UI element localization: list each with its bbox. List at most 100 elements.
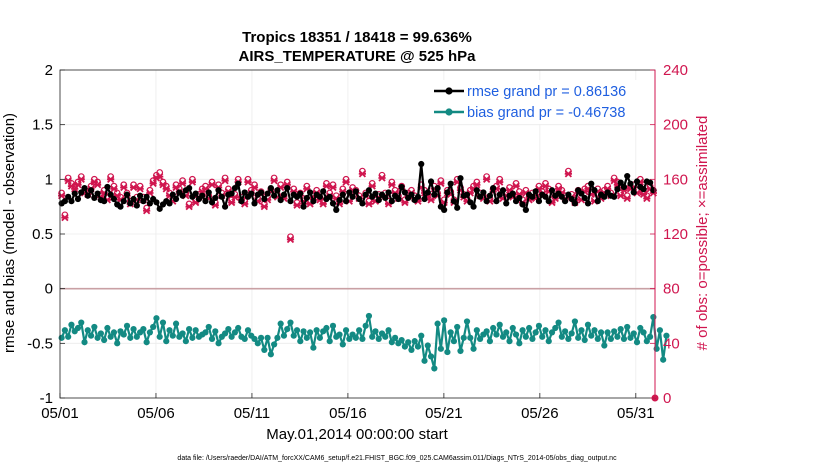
bias-point [604, 329, 611, 336]
bias-point [179, 330, 186, 337]
obs-assimilated-marker [250, 183, 259, 192]
rmse-point [450, 198, 458, 205]
rmse-point [235, 180, 242, 187]
bias-point [450, 338, 458, 345]
bias-point [146, 329, 154, 336]
bias-point [110, 329, 118, 336]
bias-point [405, 339, 412, 346]
rmse-point [264, 190, 271, 197]
obs-assimilated-marker [149, 179, 157, 188]
bias-point [202, 329, 209, 336]
x-tick-label: 05/11 [234, 405, 270, 422]
bias-point [663, 332, 670, 339]
rmse-point [398, 183, 405, 191]
obs-assimilated-marker [260, 203, 268, 211]
rmse-point [333, 206, 340, 214]
rmse-point [320, 188, 327, 195]
rmse-point [127, 200, 134, 207]
rmse-point [418, 160, 425, 168]
rmse-point [630, 189, 637, 196]
left-tick-label: 1 [45, 171, 53, 188]
obs-assimilated-marker [286, 235, 295, 244]
rmse-point [215, 187, 222, 194]
rmse-point [231, 184, 239, 192]
bias-point [228, 333, 235, 340]
bias-point [607, 335, 614, 343]
bias-point [336, 331, 343, 338]
bias-point [516, 340, 523, 347]
rmse-point [120, 198, 127, 205]
bias-point [58, 334, 65, 341]
obs-assimilated-marker [178, 179, 187, 188]
bias-point [408, 346, 415, 353]
rmse-point [362, 191, 369, 198]
rmse-point [493, 198, 500, 205]
rmse-point [356, 195, 363, 203]
bias-point [97, 330, 104, 337]
obs-assimilated-marker [623, 194, 631, 203]
bias-point [352, 334, 359, 341]
rmse-point [274, 187, 281, 194]
bias-point [568, 330, 575, 337]
rmse-point [156, 205, 163, 212]
bias-point [163, 338, 170, 345]
rmse-point [565, 191, 572, 198]
bias-point [254, 340, 261, 347]
rmse-point [339, 191, 346, 198]
bias-point [91, 323, 98, 331]
bias-point [235, 324, 242, 332]
obs-assimilated-marker [61, 213, 69, 222]
obs-assimilated-marker [77, 175, 85, 183]
bias-point [101, 336, 108, 344]
rmse-point [192, 190, 199, 197]
rmse-point [136, 192, 144, 199]
rmse-point [401, 189, 409, 196]
rmse-point [110, 195, 118, 203]
rmse-point [473, 187, 480, 194]
rmse-point [342, 198, 350, 205]
bias-point [575, 334, 582, 341]
bias-point [388, 339, 395, 346]
rmse-point [300, 203, 307, 210]
rmse-point [280, 191, 288, 198]
bias-point [506, 338, 513, 345]
rmse-point [284, 184, 291, 192]
rmse-point [624, 172, 631, 180]
rmse-point [457, 175, 464, 182]
bias-point [503, 329, 510, 336]
bias-point [251, 335, 258, 343]
bias-point [87, 332, 95, 339]
bias-point [186, 326, 193, 333]
rmse-point [365, 187, 373, 194]
obs-assimilated-marker [564, 170, 573, 178]
rmse-point [490, 184, 497, 192]
left-tick-label: 0.5 [32, 226, 53, 243]
rmse-point [251, 200, 258, 207]
rmse-point [542, 193, 549, 200]
bias-point [356, 327, 363, 334]
bias-point [104, 324, 111, 332]
rmse-point [529, 193, 536, 200]
obs-assimilated-marker [388, 181, 396, 189]
rmse-point [218, 193, 225, 200]
rmse-point [172, 195, 180, 203]
bias-point [212, 328, 219, 335]
rmse-point [646, 179, 654, 186]
rmse-point [388, 198, 395, 205]
left-tick-label: -0.5 [27, 335, 53, 352]
bias-point [427, 353, 435, 360]
bias-point [140, 326, 147, 333]
rmse-point [261, 195, 268, 203]
rmse-point [123, 191, 131, 198]
bias-point [611, 328, 618, 335]
bias-point [156, 333, 163, 340]
rmse-point [509, 190, 516, 197]
bias-point [215, 340, 222, 347]
rmse-point [228, 190, 235, 197]
rmse-point [87, 187, 95, 194]
bias-point [643, 338, 650, 345]
rmse-point [414, 193, 422, 200]
bias-point [382, 333, 389, 340]
bias-point [548, 329, 556, 336]
